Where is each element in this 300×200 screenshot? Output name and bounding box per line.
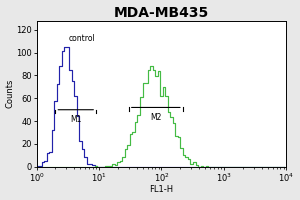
- Text: M2: M2: [150, 113, 161, 122]
- Title: MDA-MB435: MDA-MB435: [114, 6, 209, 20]
- Y-axis label: Counts: Counts: [6, 79, 15, 108]
- Text: M1: M1: [70, 115, 81, 124]
- X-axis label: FL1-H: FL1-H: [149, 185, 173, 194]
- Text: control: control: [69, 34, 96, 43]
